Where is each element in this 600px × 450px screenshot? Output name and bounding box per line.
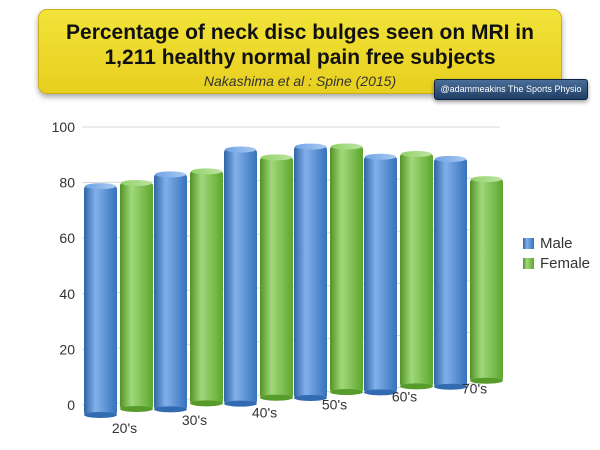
x-axis-categories: 20's 30's 40's 50's 60's 70's [112,381,487,436]
bar-base [434,383,467,390]
bar-top [331,143,362,150]
bar-base [330,389,363,396]
bar-body [260,156,293,399]
legend: Male Female [523,235,590,272]
y-tick-label: 100 [52,119,76,135]
bar-top [435,155,466,162]
credit-badge: @adammeakins The Sports Physio [434,79,588,100]
bar-body [330,145,363,394]
bar-female-60s [400,150,433,390]
y-tick-label: 80 [59,175,75,191]
x-category-label: 50's [322,396,347,412]
bar-base [190,400,223,407]
bar-top [225,146,256,153]
legend-label-male: Male [540,235,573,252]
bar-top [191,168,222,175]
bar-top [401,150,432,157]
chart-subtitle: Nakashima et al : Spine (2015) [203,73,397,89]
bar-base [260,394,293,401]
y-tick-label: 60 [59,230,75,246]
x-category-label: 70's [462,381,487,397]
bar-body [434,157,467,388]
bar-base [84,411,117,418]
bar-body [224,148,257,405]
bar-body [364,155,397,394]
bar-top [85,183,116,190]
bar-female-50s [330,143,363,396]
bar-male-30s [154,171,187,413]
bars [84,143,503,418]
y-axis-ticks: 0 20 40 60 80 100 [52,119,76,413]
bar-body [400,152,433,388]
bar-top [471,176,502,183]
bar-body [294,145,327,400]
bar-base [294,395,327,402]
bar-male-20s [84,183,117,418]
y-tick-label: 0 [67,397,75,413]
bar-female-30s [190,168,223,407]
bar-male-70s [434,155,467,390]
bar-female-70s [470,176,503,384]
x-category-label: 20's [112,420,137,436]
y-tick-label: 20 [59,341,75,357]
bar-body [120,182,153,411]
bar-base [154,406,187,413]
bar-top [121,180,152,187]
bar-top [261,154,292,161]
chart-title-line-1: Percentage of neck disc bulges seen on M… [66,21,534,44]
bar-base [364,389,397,396]
bar-body [190,170,223,405]
bar-top [155,171,186,178]
bar-body [84,185,117,416]
x-category-label: 60's [392,389,417,405]
bar-body [154,173,187,411]
bar-base [224,400,257,407]
bar-male-50s [294,143,327,402]
legend-swatch-female [523,258,534,269]
y-tick-label: 40 [59,286,75,302]
legend-label-female: Female [540,255,590,272]
bar-male-40s [224,146,257,407]
bar-top [295,143,326,150]
chart-title-line-2: 1,211 healthy normal pain free subjects [104,46,496,69]
bar-male-60s [364,153,397,396]
x-category-label: 40's [252,404,277,420]
bar-female-20s [120,180,153,413]
legend-swatch-male [523,238,534,249]
x-category-label: 30's [182,412,207,428]
bar-base [120,406,153,413]
title-banner: Percentage of neck disc bulges seen on M… [38,9,562,94]
bar-base [470,377,503,384]
bar-top [365,153,396,160]
bar-female-40s [260,154,293,401]
bar-base [400,383,433,390]
bar-body [470,178,503,382]
